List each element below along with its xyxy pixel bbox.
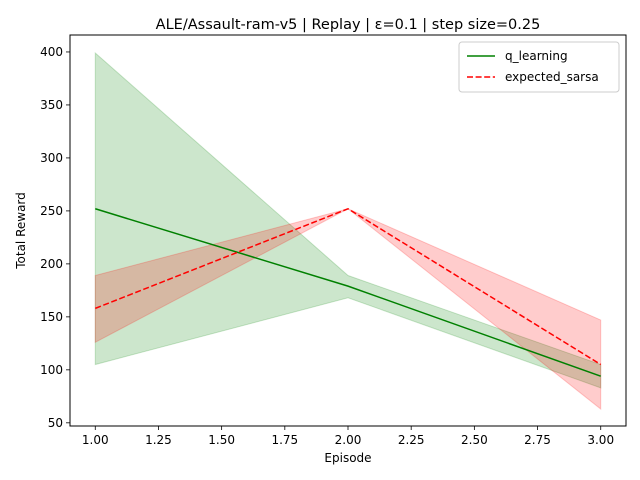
x-tick-label: 2.00 <box>335 433 362 447</box>
q-learning-line <box>95 208 601 377</box>
series-lines <box>94 207 602 377</box>
x-axis-label: Episode <box>324 451 371 465</box>
y-tick-label: 300 <box>40 151 63 165</box>
x-tick-label: 2.50 <box>461 433 488 447</box>
legend-box <box>458 41 620 93</box>
y-tick-label: 250 <box>40 204 63 218</box>
x-tick-label: 2.25 <box>398 433 425 447</box>
q-learning-band <box>94 51 602 389</box>
y-axis-label: Total Reward <box>14 192 28 270</box>
x-tick-label: 1.00 <box>82 433 109 447</box>
x-tick-label: 1.50 <box>208 433 235 447</box>
chart-title: ALE/Assault-ram-v5 | Replay | ε=0.1 | st… <box>156 17 541 33</box>
legend-expected-sarsa-label: expected_sarsa <box>505 70 599 84</box>
legend-q-learning-label: q_learning <box>505 49 568 63</box>
expected-sarsa-line <box>94 207 602 366</box>
y-tick-label: 50 <box>48 416 63 430</box>
x-tick-label: 3.00 <box>587 433 614 447</box>
y-tick-label: 350 <box>40 98 63 112</box>
y-tick-label: 400 <box>40 45 63 59</box>
y-tick-label: 100 <box>40 363 63 377</box>
legend: q_learning expected_sarsa <box>458 41 620 93</box>
x-tick-label: 1.75 <box>271 433 298 447</box>
y-tick-label: 200 <box>40 257 63 271</box>
x-axis: 1.00 1.25 1.50 1.75 2.00 2.25 2.50 2.75 3.00 <box>82 426 614 447</box>
y-tick-label: 150 <box>40 310 63 324</box>
x-tick-label: 2.75 <box>524 433 551 447</box>
y-axis: 50 100 150 200 250 300 350 400 <box>40 45 70 430</box>
x-tick-label: 1.25 <box>145 433 172 447</box>
